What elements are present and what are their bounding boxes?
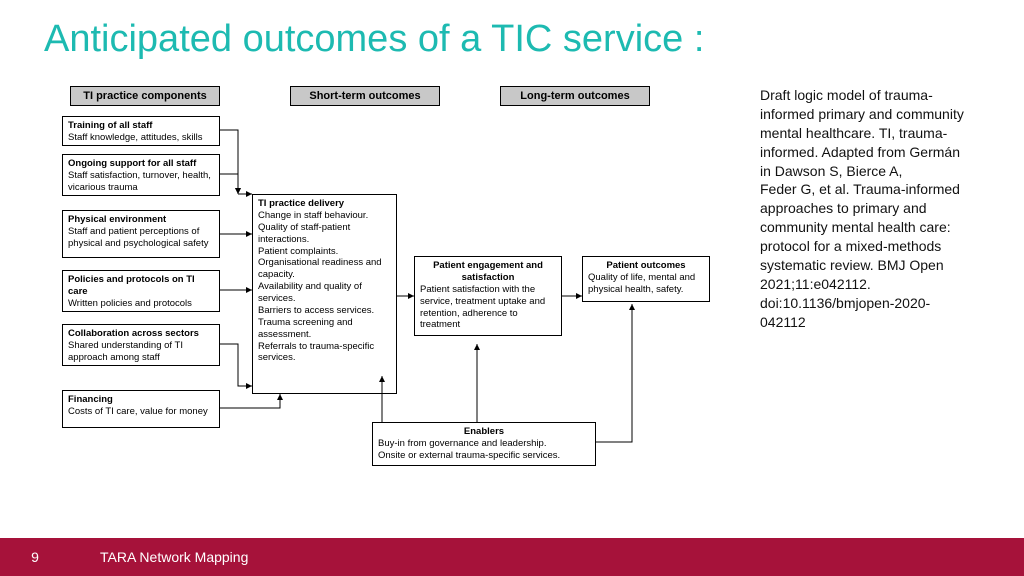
box-financing: Financing Costs of TI care, value for mo… (62, 390, 220, 428)
box-collab: Collaboration across sectors Shared unde… (62, 324, 220, 366)
box-support: Ongoing support for all staff Staff sati… (62, 154, 220, 196)
header-long-term: Long-term outcomes (500, 86, 650, 106)
header-short-term: Short-term outcomes (290, 86, 440, 106)
box-title: Patient outcomes (588, 260, 704, 272)
box-body: Patient satisfaction with the service, t… (420, 284, 545, 331)
box-title: Enablers (378, 426, 590, 438)
box-body: Staff satisfaction, turnover, health, vi… (68, 170, 211, 193)
box-title: Ongoing support for all staff (68, 158, 214, 170)
box-physical: Physical environment Staff and patient p… (62, 210, 220, 258)
footer-text: TARA Network Mapping (100, 549, 248, 565)
logic-model-diagram: TI practice components Short-term outcom… (62, 86, 742, 506)
box-title: Patient engagement and satisfaction (420, 260, 556, 284)
box-title: Collaboration across sectors (68, 328, 214, 340)
box-title: Policies and protocols on TI care (68, 274, 214, 298)
box-body: Staff knowledge, attitudes, skills (68, 132, 202, 143)
box-body: Costs of TI care, value for money (68, 406, 208, 417)
box-outcomes: Patient outcomes Quality of life, mental… (582, 256, 710, 302)
box-body: Buy-in from governance and leadership. O… (378, 438, 560, 461)
page-number: 9 (0, 549, 70, 565)
box-training: Training of all staff Staff knowledge, a… (62, 116, 220, 146)
box-title: Financing (68, 394, 214, 406)
box-policies: Policies and protocols on TI care Writte… (62, 270, 220, 312)
box-engagement: Patient engagement and satisfaction Pati… (414, 256, 562, 336)
slide-footer: 9 TARA Network Mapping (0, 538, 1024, 576)
box-body: Written policies and protocols (68, 298, 192, 309)
box-body: Shared understanding of TI approach amon… (68, 340, 183, 363)
box-title: Training of all staff (68, 120, 214, 132)
box-enablers: Enablers Buy-in from governance and lead… (372, 422, 596, 466)
box-body: Quality of life, mental and physical hea… (588, 272, 695, 295)
box-body: Staff and patient perceptions of physica… (68, 226, 208, 249)
box-title: Physical environment (68, 214, 214, 226)
citation-text: Draft logic model of trauma-informed pri… (760, 86, 970, 332)
box-title: TI practice delivery (258, 198, 391, 210)
header-components: TI practice components (70, 86, 220, 106)
page-title: Anticipated outcomes of a TIC service : (44, 18, 704, 61)
box-body: Change in staff behaviour. Quality of st… (258, 210, 382, 364)
box-delivery: TI practice delivery Change in staff beh… (252, 194, 397, 394)
